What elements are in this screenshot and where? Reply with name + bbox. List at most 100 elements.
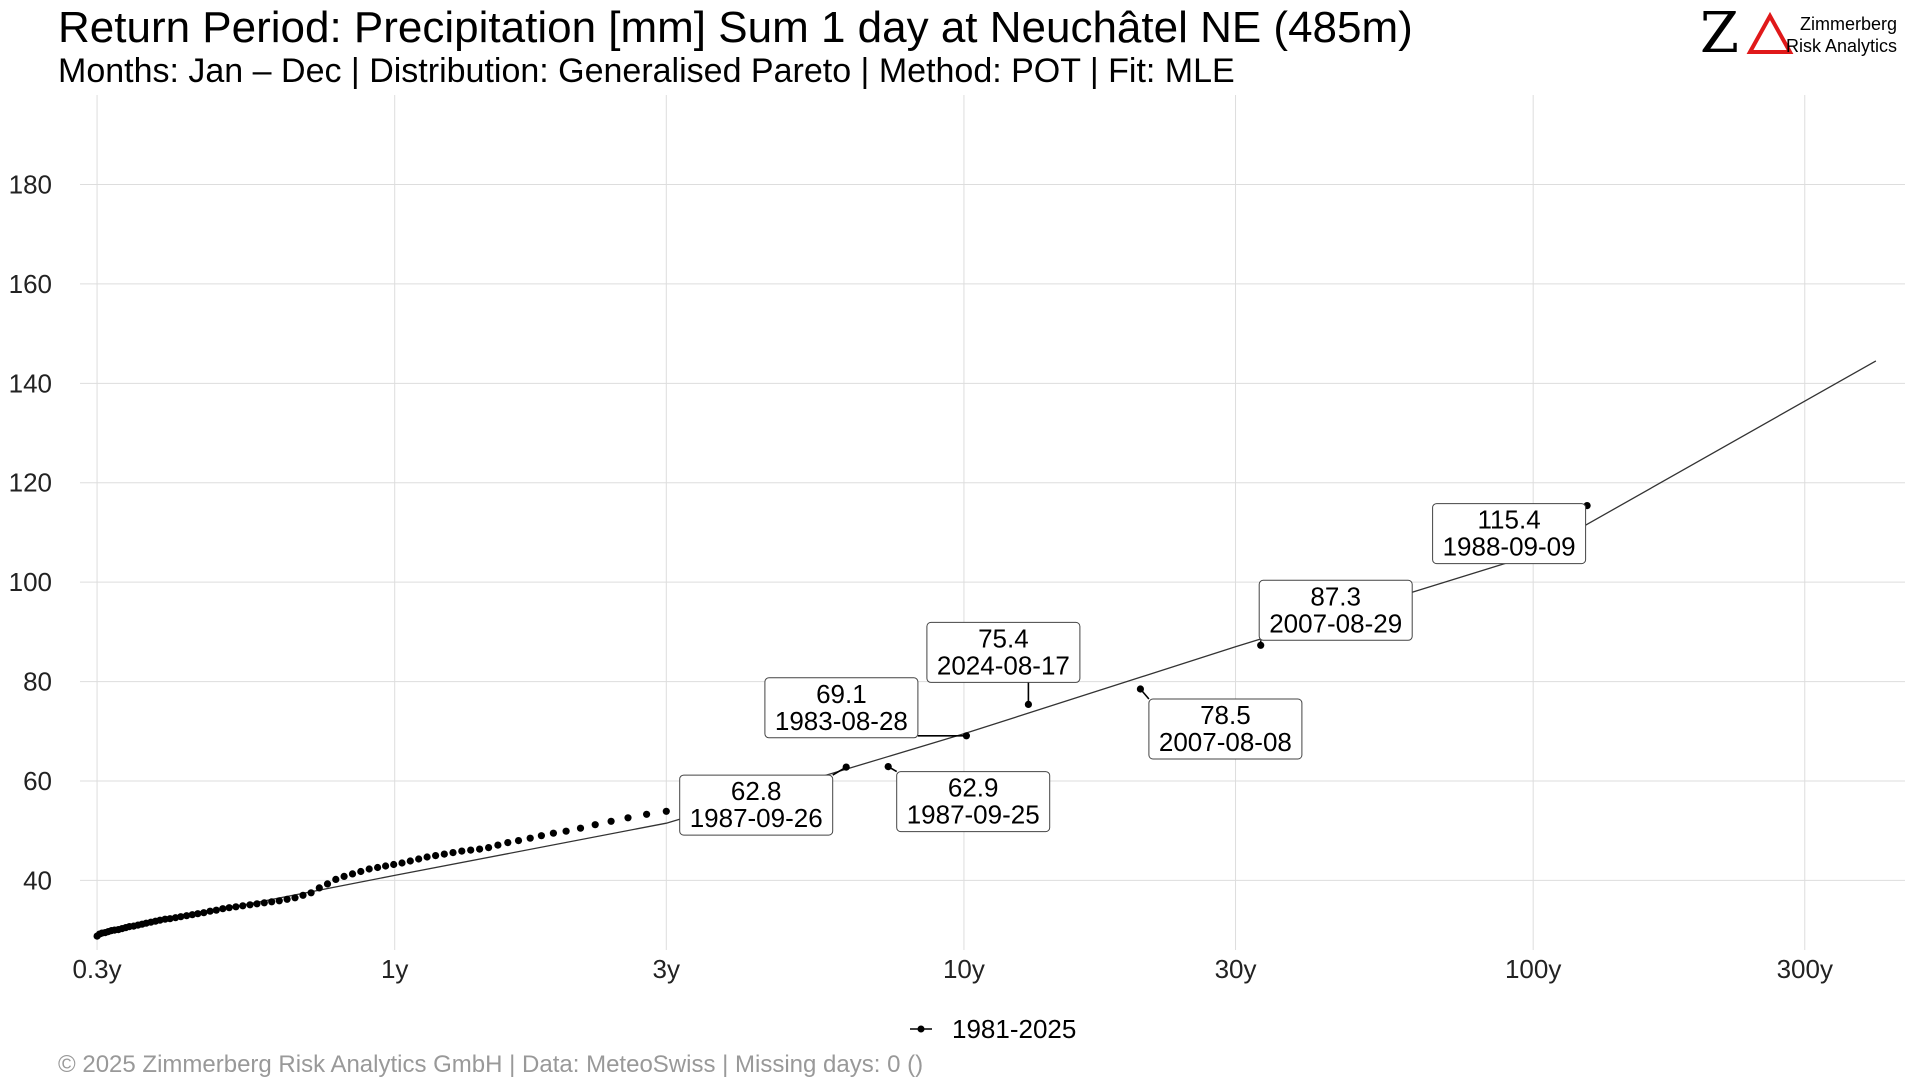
data-point [537, 832, 546, 840]
annotation-value: 87.3 [1310, 581, 1361, 611]
data-point [576, 824, 585, 832]
data-point [423, 853, 431, 861]
annotation-value: 69.1 [816, 679, 867, 709]
data-point [299, 891, 307, 899]
annotation-date: 2007-08-29 [1269, 608, 1402, 638]
data-point [260, 899, 268, 907]
annotation-date: 1988-09-09 [1443, 532, 1576, 562]
data-point [549, 829, 558, 837]
data-point [643, 810, 651, 818]
data-point [315, 884, 323, 892]
data-point [206, 907, 214, 915]
data-point [458, 847, 466, 855]
x-tick-label: 3y [653, 954, 680, 984]
data-point [476, 845, 484, 853]
y-tick-label: 100 [9, 567, 52, 597]
data-point [1136, 685, 1144, 693]
data-point [374, 863, 382, 872]
chart-subtitle: Months: Jan – Dec | Distribution: Genera… [58, 52, 1235, 90]
data-point [415, 855, 423, 863]
y-tick-label: 180 [9, 169, 52, 199]
y-tick-label: 160 [9, 269, 52, 299]
data-point [200, 909, 208, 917]
y-tick-label: 40 [23, 865, 52, 895]
data-point [188, 911, 196, 919]
annotation-date: 1987-09-26 [690, 803, 823, 833]
data-point [357, 867, 365, 876]
data-point [562, 827, 570, 835]
data-point [382, 862, 390, 870]
logo-delta-icon [1746, 11, 1794, 54]
brand-logo: Z Zimmerberg Risk Analytics [1700, 1, 1897, 66]
annotation-date: 1987-09-25 [907, 800, 1040, 830]
x-tick-label: 30y [1215, 954, 1257, 984]
legend-point-key [917, 1025, 925, 1033]
data-point [514, 837, 523, 845]
data-point [177, 913, 185, 921]
logo-z-letter: Z [1700, 1, 1739, 66]
legend: 1981-2025 [910, 1014, 1076, 1044]
data-point [348, 870, 357, 878]
data-point [332, 875, 340, 884]
data-point [340, 872, 348, 881]
data-point [962, 732, 971, 740]
data-point [485, 844, 493, 852]
data-point [467, 846, 475, 854]
y-axis: 40 60 80 100 120 140 160 180 [9, 169, 52, 895]
data-point [662, 807, 670, 815]
data-point [246, 901, 254, 909]
data-point [842, 763, 850, 771]
data-point [232, 903, 240, 911]
annotation-date: 2007-08-08 [1159, 727, 1292, 757]
data-point [275, 897, 283, 905]
data-point [591, 821, 599, 829]
legend-label: 1981-2025 [952, 1014, 1076, 1044]
data-point [253, 900, 261, 908]
data-point [239, 902, 247, 910]
data-point [307, 889, 315, 897]
annotation-box [926, 621, 1081, 683]
data-point [1024, 700, 1032, 709]
annotation-box [1258, 579, 1413, 641]
data-point [449, 849, 457, 857]
annotation-value: 115.4 [1478, 505, 1541, 535]
y-tick-label: 120 [9, 468, 52, 498]
data-point [283, 895, 291, 903]
y-tick-label: 140 [9, 368, 52, 398]
data-point [323, 880, 332, 888]
annotation-box [679, 774, 834, 836]
data-point [884, 763, 892, 771]
annotation-date: 1983-08-28 [775, 706, 908, 736]
data-point [432, 852, 440, 860]
annotation-value: 75.4 [978, 623, 1029, 653]
data-point [494, 841, 502, 849]
data-point [219, 905, 227, 913]
annotation-value: 78.5 [1200, 700, 1251, 730]
x-tick-label: 300y [1777, 954, 1833, 984]
y-tick-label: 80 [23, 667, 52, 697]
data-point [624, 814, 632, 822]
data-point [291, 894, 299, 902]
annotation-date: 2024-08-17 [937, 650, 1070, 680]
annotation-box [1432, 503, 1587, 565]
annotation-value: 62.9 [948, 773, 999, 803]
data-point [194, 910, 202, 918]
annotation-box [764, 677, 919, 739]
data-point [212, 906, 220, 914]
x-tick-label: 0.3y [72, 954, 121, 984]
logo-line2: Risk Analytics [1786, 36, 1897, 56]
annotation-box [896, 771, 1051, 833]
data-point [607, 817, 615, 825]
data-point [365, 865, 373, 873]
annotation-value: 62.8 [731, 776, 782, 806]
data-point [406, 857, 414, 865]
data-point [526, 834, 534, 842]
logo-line1: Zimmerberg [1800, 14, 1897, 34]
x-tick-label: 100y [1505, 954, 1561, 984]
x-tick-label: 10y [943, 954, 985, 984]
chart-title: Return Period: Precipitation [mm] Sum 1 … [58, 3, 1413, 52]
y-tick-label: 60 [23, 766, 52, 796]
